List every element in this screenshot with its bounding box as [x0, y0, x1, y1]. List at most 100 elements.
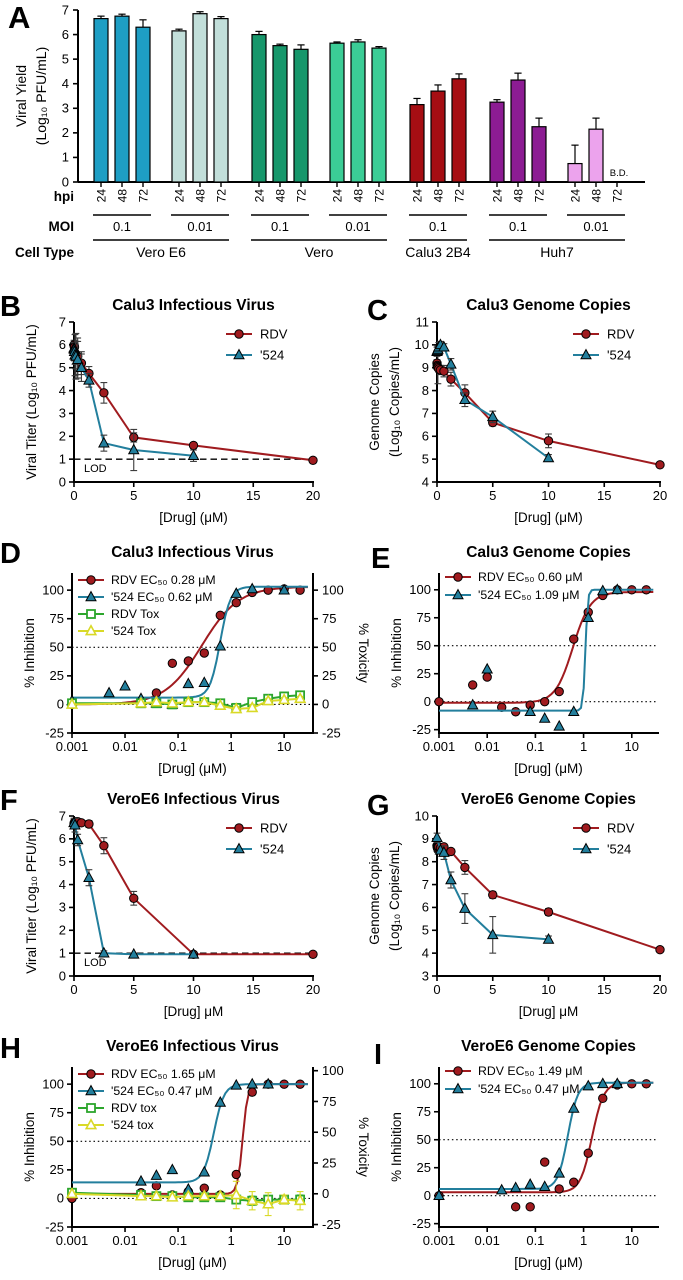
svg-text:7: 7 — [422, 877, 429, 892]
svg-text:25: 25 — [322, 668, 336, 683]
svg-text:24: 24 — [491, 189, 505, 203]
series--524-tox — [65, 691, 307, 714]
svg-text:24: 24 — [173, 189, 187, 203]
legend: RDV '524 — [226, 821, 288, 857]
panel-letter-a: A — [8, 0, 31, 35]
svg-text:0.01: 0.01 — [187, 219, 212, 234]
svg-text:100: 100 — [409, 582, 431, 597]
svg-text:Vero: Vero — [305, 244, 334, 260]
svg-text:0.01: 0.01 — [475, 739, 500, 754]
axes: -25 0 25 50 75 100 0.001 0.01 0.1 1 10 — [409, 1067, 659, 1248]
panel-letter-g: G — [367, 790, 390, 822]
svg-text:10: 10 — [625, 739, 639, 754]
svg-text:5: 5 — [422, 923, 429, 938]
axis-labels: Calu3 Infectious Virus [Drug] (μM) % Inhib… — [22, 544, 371, 776]
svg-text:3: 3 — [59, 406, 66, 421]
series--524 — [431, 831, 555, 954]
svg-text:20: 20 — [653, 982, 667, 997]
svg-text:50: 50 — [417, 638, 431, 653]
panel-e-chart: -25 0 25 50 75 100 0.001 0.01 0.1 1 10 RDV EC₅₀ 0.6… — [389, 544, 659, 776]
axis-labels: VeroE6 Infectious Virus [Drug] μM Viral Ti… — [24, 791, 280, 1019]
panel-d-chart: -25 0 25 50 75 100 0.001 0.01 0.1 1 10 -25 0 25 50 75 10… — [22, 544, 371, 776]
svg-text:Viral Titer (Log₁₀ PFU/mL): Viral Titer (Log₁₀ PFU/mL) — [24, 324, 39, 479]
svg-text:0: 0 — [424, 1188, 431, 1203]
svg-text:25: 25 — [322, 1155, 336, 1170]
svg-text:3: 3 — [62, 101, 69, 116]
svg-text:VeroE6 Infectious Virus: VeroE6 Infectious Virus — [106, 1038, 279, 1055]
svg-text:0.1: 0.1 — [526, 739, 544, 754]
svg-text:10: 10 — [625, 1233, 639, 1248]
axis-labels: Calu3 Genome Copies [Drug] (μM) Genome Cop… — [367, 297, 631, 525]
svg-text:'524 EC₅₀ 0.62 μM: '524 EC₅₀ 0.62 μM — [111, 590, 213, 604]
svg-text:75: 75 — [50, 611, 64, 626]
legend: RDV EC₅₀ 1.65 μM '524 EC₅₀ 0.47 μM RDV tox… — [78, 1067, 216, 1132]
svg-text:48: 48 — [352, 189, 366, 203]
svg-text:0: 0 — [433, 982, 440, 997]
svg-text:4: 4 — [422, 474, 429, 489]
svg-text:100: 100 — [42, 1076, 64, 1091]
svg-text:24: 24 — [569, 189, 583, 203]
svg-text:6: 6 — [59, 337, 66, 352]
svg-text:24: 24 — [95, 189, 109, 203]
svg-text:2: 2 — [59, 923, 66, 938]
svg-text:50: 50 — [322, 640, 336, 655]
svg-text:10: 10 — [541, 488, 555, 503]
svg-text:75: 75 — [417, 1104, 431, 1119]
svg-text:10: 10 — [186, 982, 200, 997]
axis-labels: Calu3 Infectious Virus [Drug] (μM) Viral T… — [24, 297, 275, 525]
svg-text:0: 0 — [59, 474, 66, 489]
series--524 — [433, 1077, 654, 1200]
svg-text:5: 5 — [489, 488, 496, 503]
svg-text:[Drug] μM: [Drug] μM — [519, 1004, 579, 1019]
legend: RDV '524 — [573, 821, 635, 857]
svg-text:1: 1 — [59, 451, 66, 466]
svg-text:% Toxicity: % Toxicity — [356, 623, 371, 683]
svg-text:RDV: RDV — [607, 327, 635, 342]
svg-text:-25: -25 — [45, 1219, 64, 1234]
series--524 — [68, 332, 200, 472]
svg-text:9: 9 — [422, 831, 429, 846]
svg-text:72: 72 — [295, 189, 309, 203]
axis-labels: VeroE6 Genome Copies [Drug] μM Genome Copi… — [367, 791, 636, 1019]
svg-text:Huh7: Huh7 — [540, 244, 574, 260]
svg-text:% Inhibition: % Inhibition — [22, 1112, 37, 1182]
axes: 4 5 6 7 8 9 10 11 0 5 10 15 20 — [415, 314, 668, 503]
svg-text:5: 5 — [62, 51, 69, 66]
svg-text:48: 48 — [194, 189, 208, 203]
bars: B.D. — [93, 11, 628, 183]
svg-text:72: 72 — [137, 189, 151, 203]
svg-text:48: 48 — [274, 189, 288, 203]
svg-text:0: 0 — [322, 697, 329, 712]
svg-text:75: 75 — [417, 610, 431, 625]
svg-text:11: 11 — [416, 314, 430, 329]
svg-text:0.001: 0.001 — [56, 1233, 89, 1248]
svg-text:RDV EC₅₀ 0.28 μM: RDV EC₅₀ 0.28 μM — [111, 573, 216, 587]
svg-text:48: 48 — [512, 189, 526, 203]
svg-text:20: 20 — [653, 488, 667, 503]
svg-text:48: 48 — [432, 189, 446, 203]
legend: RDV EC₅₀ 0.28 μM '524 EC₅₀ 0.62 μM RDV Tox… — [78, 573, 216, 638]
svg-text:72: 72 — [533, 189, 547, 203]
svg-text:0.01: 0.01 — [345, 219, 370, 234]
svg-text:3: 3 — [422, 968, 429, 983]
svg-text:72: 72 — [373, 189, 387, 203]
svg-text:LOD: LOD — [84, 463, 107, 475]
svg-text:48: 48 — [116, 189, 130, 203]
svg-text:[Drug] (μM): [Drug] (μM) — [159, 510, 228, 525]
panel-letter-c: C — [367, 295, 388, 327]
svg-text:10: 10 — [415, 337, 429, 352]
svg-text:-25: -25 — [412, 722, 431, 737]
axis-labels: VeroE6 Infectious Virus [Drug] (μM) % Inhi… — [22, 1038, 371, 1270]
panel-h-chart: -25 0 25 50 75 100 0.001 0.01 0.1 1 10 -25 0 25 50 75 10… — [22, 1038, 371, 1270]
svg-text:[Drug] μM: [Drug] μM — [164, 1004, 224, 1019]
svg-text:0: 0 — [433, 488, 440, 503]
legend: RDV '524 — [226, 327, 288, 363]
svg-text:Viral Titer (Log₁₀ PFU/mL): Viral Titer (Log₁₀ PFU/mL) — [24, 818, 39, 973]
svg-text:RDV: RDV — [260, 327, 288, 342]
svg-text:75: 75 — [322, 611, 336, 626]
svg-text:50: 50 — [322, 1125, 336, 1140]
svg-text:20: 20 — [306, 982, 320, 997]
svg-text:10: 10 — [277, 1233, 291, 1248]
